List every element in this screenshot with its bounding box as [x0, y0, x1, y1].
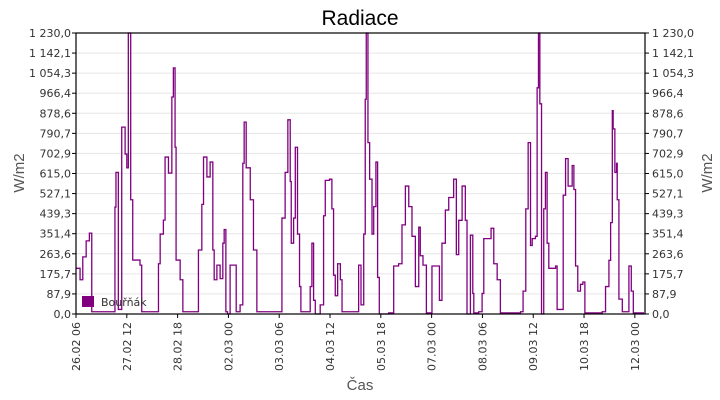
x-tick-label: 28.02 18 — [172, 322, 185, 371]
y-tick-label: 966,4 — [652, 87, 684, 100]
y-tick-label: 0,0 — [54, 308, 72, 321]
y-tick-label: 175,7 — [652, 268, 684, 281]
grid-lines — [76, 52, 645, 295]
y-tick-label: 439,3 — [40, 208, 72, 221]
y-tick-label: 527,1 — [40, 188, 72, 201]
x-tick-label: 07.03 00 — [426, 322, 439, 371]
x-tick-label: 05.03 18 — [375, 322, 388, 371]
x-tick-label: 04.03 12 — [324, 322, 337, 371]
y-tick-label: 351,4 — [40, 228, 72, 241]
x-tick-label: 10.03 18 — [578, 322, 591, 371]
y-tick-label: 790,7 — [652, 127, 684, 140]
x-axis: 26.02 06 27.02 12 28.02 18 02.03 00 03.03 06… — [70, 314, 642, 371]
y-tick-label: 1 142,1 — [652, 47, 694, 60]
x-tick-label: 12.03 00 — [629, 322, 642, 371]
legend-swatch — [82, 296, 94, 307]
x-tick-label: 09.03 12 — [527, 322, 540, 371]
y-tick-label: 263,6 — [40, 248, 72, 261]
y-axis-left: 0,0 87,9 175,7 263,6 351,4 439,3 527,1 615,0 702… — [29, 27, 76, 321]
series-line-bournak — [76, 32, 644, 315]
y-tick-label: 702,9 — [652, 147, 684, 160]
x-axis-label: Čas — [347, 377, 374, 394]
legend-label: Bouřňák — [101, 296, 147, 309]
x-tick-label: 02.03 00 — [222, 322, 235, 371]
x-tick-label: 08.03 06 — [476, 322, 489, 371]
y-tick-label: 263,6 — [652, 248, 684, 261]
x-tick-label: 03.03 06 — [273, 322, 286, 371]
y-tick-label: 439,3 — [652, 208, 684, 221]
y-tick-label: 351,4 — [652, 228, 684, 241]
y-tick-label: 878,6 — [652, 107, 684, 120]
y-tick-label: 878,6 — [40, 107, 72, 120]
y-tick-label: 175,7 — [40, 268, 72, 281]
y-tick-label: 1 230,0 — [29, 27, 71, 40]
y-tick-label: 615,0 — [40, 168, 72, 181]
y-tick-label: 1 054,3 — [652, 67, 694, 80]
y-tick-label: 87,9 — [652, 288, 677, 301]
y-axis-right: 0,0 87,9 175,7 263,6 351,4 439,3 527,1 615,0 702… — [645, 27, 694, 321]
y-tick-label: 615,0 — [652, 168, 684, 181]
y-tick-label: 966,4 — [40, 87, 72, 100]
y-tick-label: 702,9 — [40, 147, 72, 160]
y-tick-label: 87,9 — [47, 288, 72, 301]
plot-frame — [75, 32, 646, 315]
y-tick-label: 1 054,3 — [29, 67, 71, 80]
y-tick-label: 1 230,0 — [652, 27, 694, 40]
y-tick-label: 1 142,1 — [29, 47, 71, 60]
y-tick-label: 790,7 — [40, 127, 72, 140]
chart-title: Radiace — [321, 7, 398, 30]
legend: Bouřňák — [82, 296, 147, 309]
x-tick-label: 26.02 06 — [70, 322, 83, 371]
y-axis-label-right: W/m2 — [699, 153, 716, 192]
y-tick-label: 0,0 — [652, 308, 670, 321]
y-axis-label-left: W/m2 — [11, 153, 28, 192]
y-tick-label: 527,1 — [652, 188, 684, 201]
x-tick-label: 27.02 12 — [121, 322, 134, 371]
